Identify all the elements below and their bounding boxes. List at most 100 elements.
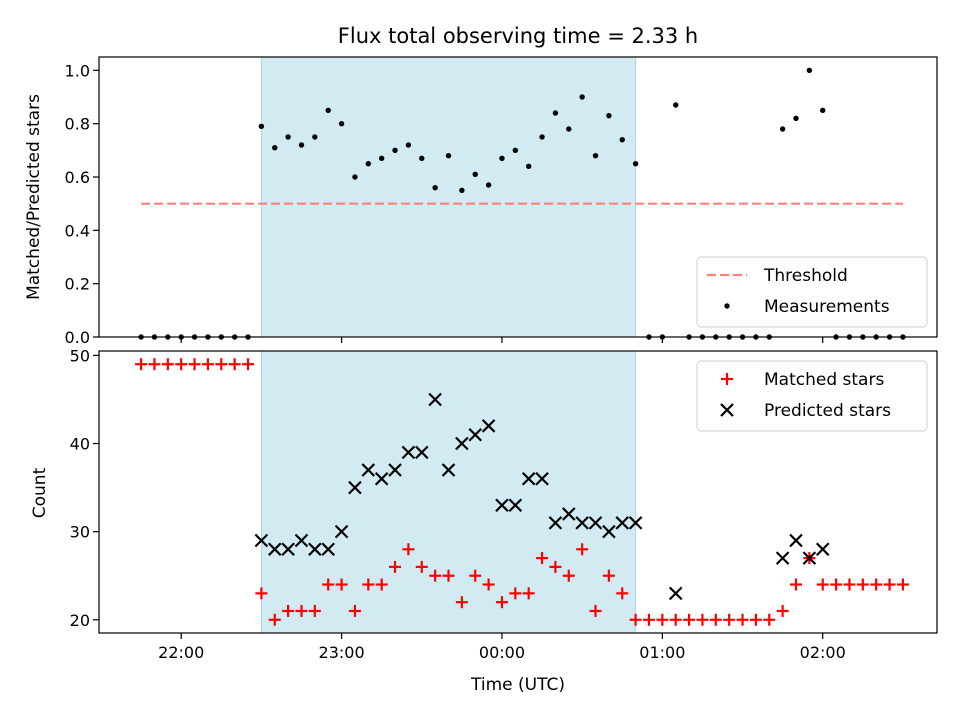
bottom-series-predicted-stars-point bbox=[668, 586, 683, 601]
bottom-series-matched-stars-point bbox=[442, 569, 455, 582]
bottom-series-predicted-stars-point-b bbox=[562, 507, 576, 521]
bottom-series-matched-stars-point bbox=[509, 587, 522, 600]
bottom-legend-predicted-stars-swatch-b bbox=[720, 403, 734, 417]
bottom-series-predicted-stars-point-b bbox=[414, 445, 429, 460]
top-series-measurements-point bbox=[592, 152, 599, 159]
bottom-series-predicted-stars-point bbox=[267, 542, 282, 557]
bottom-series-predicted-stars-point-b bbox=[388, 463, 402, 477]
top-y-tick-label: 0.6 bbox=[65, 168, 90, 187]
bottom-series-matched-stars-point bbox=[642, 613, 655, 626]
top-y-tick-label: 0.8 bbox=[65, 115, 90, 134]
bottom-series-matched-stars-point bbox=[870, 578, 883, 591]
top-series-measurements-point bbox=[445, 152, 452, 159]
bottom-series-predicted-stars-point bbox=[562, 507, 576, 521]
top-series-measurements-point bbox=[619, 136, 625, 143]
top-frame bbox=[98, 56, 938, 338]
bottom-series-predicted-stars-point-b bbox=[281, 542, 295, 557]
top-legend-measurements-label: Measurements bbox=[764, 297, 890, 317]
bottom-series-matched-stars-point bbox=[736, 613, 749, 626]
bottom-y-tick-label: 50 bbox=[70, 346, 90, 365]
bottom-series-matched-stars-point bbox=[843, 578, 856, 591]
bottom-series-predicted-stars-point bbox=[388, 463, 402, 477]
bottom-series-matched-stars-point bbox=[175, 358, 188, 371]
bottom-series-matched-stars-point bbox=[830, 578, 843, 591]
bottom-series-predicted-stars-point-b bbox=[495, 498, 509, 512]
top-series-measurements-point bbox=[779, 126, 786, 132]
top-series-measurements-point bbox=[566, 126, 572, 132]
top-series-measurements-point bbox=[365, 160, 372, 167]
top-panel: 0.0 0.2 0.4 0.6 0.8 1.0 Threshold Measurements bbox=[65, 56, 938, 347]
bottom-frame bbox=[98, 350, 938, 634]
bottom-series-predicted-stars-point-b bbox=[802, 551, 817, 565]
bottom-series-predicted-stars-point bbox=[374, 472, 389, 486]
bottom-series-matched-stars-point bbox=[322, 578, 335, 591]
top-series-measurements-point bbox=[539, 134, 545, 140]
bottom-series-matched-stars-point bbox=[763, 613, 776, 626]
bottom-series-predicted-stars-point-b bbox=[401, 445, 416, 460]
bottom-series-predicted-stars-point bbox=[308, 542, 322, 557]
bottom-series-matched-stars-point bbox=[896, 578, 909, 591]
x-tick-label: 22:00 bbox=[158, 643, 204, 662]
bottom-series-predicted-stars-point bbox=[495, 498, 509, 512]
bottom-series-predicted-stars-point-b bbox=[374, 472, 389, 486]
bottom-series-matched-stars-point bbox=[816, 578, 829, 591]
x-tick-label: 00:00 bbox=[479, 643, 525, 662]
bottom-series-predicted-stars-point-b bbox=[334, 524, 349, 539]
bottom-series-predicted-stars-point bbox=[455, 436, 469, 451]
bottom-series-predicted-stars-point bbox=[348, 480, 362, 495]
bottom-series-predicted-stars-point bbox=[441, 463, 456, 477]
top-y-tick-label: 0.2 bbox=[65, 275, 90, 294]
top-series-measurements-point bbox=[325, 107, 331, 114]
bottom-series-predicted-stars-point bbox=[575, 516, 589, 530]
bottom-series-matched-stars-point bbox=[188, 358, 201, 371]
bottom-series-matched-stars-point bbox=[402, 543, 415, 556]
bottom-series-matched-stars-point bbox=[389, 560, 402, 573]
bottom-series-matched-stars-point bbox=[375, 578, 388, 591]
top-series-measurements-point bbox=[459, 187, 465, 194]
top-series-measurements-point bbox=[392, 147, 398, 154]
bottom-series-predicted-stars-point-b bbox=[254, 533, 269, 548]
bottom-series-predicted-stars-point-b bbox=[521, 472, 536, 486]
top-series-measurements-point bbox=[378, 155, 385, 162]
top-series-measurements-point bbox=[352, 174, 358, 180]
x-tick-label: 01:00 bbox=[639, 643, 685, 662]
bottom-series-matched-stars-point bbox=[429, 569, 442, 582]
bottom-panel: 20 30 40 50 22:00 23:00 00:00 01:00 02:00 Matched… bbox=[70, 346, 938, 662]
bottom-series-predicted-stars-point-b bbox=[468, 427, 483, 442]
bottom-series-predicted-stars-point-b bbox=[428, 392, 442, 407]
x-tick-label: 23:00 bbox=[319, 643, 365, 662]
bottom-series-predicted-stars-point bbox=[548, 516, 563, 530]
bottom-observing-window bbox=[260, 350, 637, 634]
bottom-series-matched-stars-point bbox=[549, 560, 562, 573]
bottom-series-matched-stars-point bbox=[616, 587, 629, 600]
bottom-series-predicted-stars-point-b bbox=[535, 472, 549, 486]
x-tick-label: 02:00 bbox=[800, 643, 846, 662]
bottom-legend-box bbox=[696, 360, 928, 432]
bottom-series-predicted-stars-point-b bbox=[615, 516, 630, 530]
top-series-measurements-point bbox=[793, 115, 799, 122]
bottom-series-predicted-stars-point bbox=[321, 542, 335, 557]
top-series-measurements-point bbox=[298, 142, 305, 148]
bottom-series-matched-stars-point bbox=[856, 578, 869, 591]
bottom-series-matched-stars-point bbox=[135, 358, 148, 371]
bottom-series-matched-stars-point bbox=[215, 358, 228, 371]
bottom-series-matched-stars-point bbox=[709, 613, 722, 626]
bottom-legend: Matched stars Predicted stars bbox=[696, 360, 928, 432]
bottom-series-matched-stars-point bbox=[161, 358, 174, 371]
bottom-series-predicted-stars-point bbox=[802, 551, 817, 565]
bottom-series-matched-stars-point bbox=[602, 569, 615, 582]
bottom-series-matched-stars-point bbox=[415, 560, 428, 573]
bottom-series-matched-stars-point bbox=[308, 604, 321, 617]
top-series-measurements-point bbox=[285, 134, 291, 140]
bottom-series-predicted-stars-point-b bbox=[441, 463, 456, 477]
bottom-series-predicted-stars-point bbox=[428, 392, 442, 407]
bottom-series-matched-stars-point bbox=[201, 358, 214, 371]
bottom-series-matched-stars-point bbox=[242, 358, 255, 371]
bottom-series-predicted-stars-point-b bbox=[267, 542, 282, 557]
bottom-series-predicted-stars-point-b bbox=[508, 498, 523, 512]
bottom-series-predicted-stars-point bbox=[615, 516, 630, 530]
top-series-measurements-point bbox=[312, 134, 318, 140]
bottom-series-matched-stars-point bbox=[455, 596, 468, 609]
bottom-series-matched-stars-point bbox=[536, 552, 549, 565]
